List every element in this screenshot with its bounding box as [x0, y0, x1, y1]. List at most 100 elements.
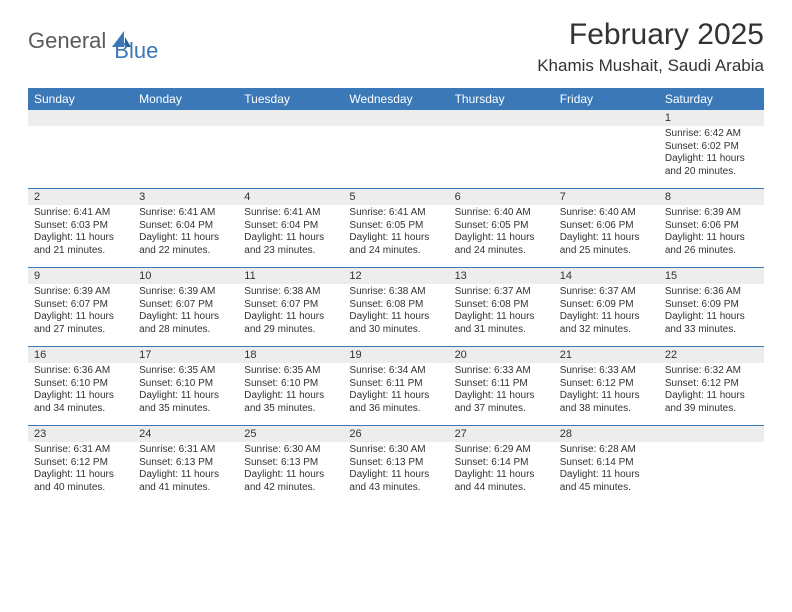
day-number — [343, 110, 448, 126]
daylight-text: Daylight: 11 hours and 40 minutes. — [34, 469, 127, 494]
sunrise-text: Sunrise: 6:39 AM — [665, 207, 758, 220]
day-cell: 15Sunrise: 6:36 AMSunset: 6:09 PMDayligh… — [659, 268, 764, 346]
sunset-text: Sunset: 6:11 PM — [349, 378, 442, 391]
day-cell-body: Sunrise: 6:28 AMSunset: 6:14 PMDaylight:… — [554, 442, 659, 498]
day-number — [554, 110, 659, 126]
sunrise-text: Sunrise: 6:29 AM — [455, 444, 548, 457]
day-cell: 2Sunrise: 6:41 AMSunset: 6:03 PMDaylight… — [28, 189, 133, 267]
daylight-text: Daylight: 11 hours and 36 minutes. — [349, 390, 442, 415]
day-cell-body: Sunrise: 6:41 AMSunset: 6:03 PMDaylight:… — [28, 205, 133, 261]
day-number: 5 — [343, 189, 448, 205]
daylight-text: Daylight: 11 hours and 35 minutes. — [244, 390, 337, 415]
day-cell: 8Sunrise: 6:39 AMSunset: 6:06 PMDaylight… — [659, 189, 764, 267]
day-header-cell: Sunday — [28, 88, 133, 110]
day-cell-body: Sunrise: 6:35 AMSunset: 6:10 PMDaylight:… — [238, 363, 343, 419]
day-cell: 25Sunrise: 6:30 AMSunset: 6:13 PMDayligh… — [238, 426, 343, 504]
day-cell-body: Sunrise: 6:36 AMSunset: 6:10 PMDaylight:… — [28, 363, 133, 419]
day-cell: 19Sunrise: 6:34 AMSunset: 6:11 PMDayligh… — [343, 347, 448, 425]
sunset-text: Sunset: 6:03 PM — [34, 220, 127, 233]
day-cell: 3Sunrise: 6:41 AMSunset: 6:04 PMDaylight… — [133, 189, 238, 267]
day-cell-body: Sunrise: 6:33 AMSunset: 6:11 PMDaylight:… — [449, 363, 554, 419]
day-cell-body — [554, 126, 659, 132]
sunrise-text: Sunrise: 6:31 AM — [34, 444, 127, 457]
daylight-text: Daylight: 11 hours and 25 minutes. — [560, 232, 653, 257]
day-number: 14 — [554, 268, 659, 284]
sunset-text: Sunset: 6:02 PM — [665, 141, 758, 154]
day-header-cell: Saturday — [659, 88, 764, 110]
daylight-text: Daylight: 11 hours and 24 minutes. — [455, 232, 548, 257]
sunset-text: Sunset: 6:11 PM — [455, 378, 548, 391]
day-cell-body — [238, 126, 343, 132]
day-header-cell: Wednesday — [343, 88, 448, 110]
day-cell-body: Sunrise: 6:33 AMSunset: 6:12 PMDaylight:… — [554, 363, 659, 419]
day-cell-body: Sunrise: 6:34 AMSunset: 6:11 PMDaylight:… — [343, 363, 448, 419]
day-number: 9 — [28, 268, 133, 284]
day-cell: 7Sunrise: 6:40 AMSunset: 6:06 PMDaylight… — [554, 189, 659, 267]
sunset-text: Sunset: 6:08 PM — [455, 299, 548, 312]
week-row: 1Sunrise: 6:42 AMSunset: 6:02 PMDaylight… — [28, 110, 764, 188]
day-cell: 26Sunrise: 6:30 AMSunset: 6:13 PMDayligh… — [343, 426, 448, 504]
daylight-text: Daylight: 11 hours and 44 minutes. — [455, 469, 548, 494]
sunrise-text: Sunrise: 6:31 AM — [139, 444, 232, 457]
title-block: February 2025 Khamis Mushait, Saudi Arab… — [537, 18, 764, 76]
day-cell-body: Sunrise: 6:36 AMSunset: 6:09 PMDaylight:… — [659, 284, 764, 340]
day-cell-body — [449, 126, 554, 132]
daylight-text: Daylight: 11 hours and 24 minutes. — [349, 232, 442, 257]
day-number: 28 — [554, 426, 659, 442]
day-cell: 5Sunrise: 6:41 AMSunset: 6:05 PMDaylight… — [343, 189, 448, 267]
logo-text-general: General — [28, 28, 106, 54]
sunrise-text: Sunrise: 6:40 AM — [560, 207, 653, 220]
day-cell-body: Sunrise: 6:35 AMSunset: 6:10 PMDaylight:… — [133, 363, 238, 419]
day-cell: 10Sunrise: 6:39 AMSunset: 6:07 PMDayligh… — [133, 268, 238, 346]
day-number: 7 — [554, 189, 659, 205]
day-cell-body — [659, 442, 764, 448]
day-header-row: SundayMondayTuesdayWednesdayThursdayFrid… — [28, 88, 764, 110]
sunrise-text: Sunrise: 6:28 AM — [560, 444, 653, 457]
sunset-text: Sunset: 6:07 PM — [34, 299, 127, 312]
logo-text-blue: Blue — [114, 38, 158, 64]
daylight-text: Daylight: 11 hours and 33 minutes. — [665, 311, 758, 336]
day-cell: 22Sunrise: 6:32 AMSunset: 6:12 PMDayligh… — [659, 347, 764, 425]
day-number: 1 — [659, 110, 764, 126]
day-cell-body: Sunrise: 6:32 AMSunset: 6:12 PMDaylight:… — [659, 363, 764, 419]
sunrise-text: Sunrise: 6:30 AM — [244, 444, 337, 457]
sunset-text: Sunset: 6:13 PM — [244, 457, 337, 470]
sunrise-text: Sunrise: 6:41 AM — [34, 207, 127, 220]
day-cell — [554, 110, 659, 188]
sunrise-text: Sunrise: 6:41 AM — [244, 207, 337, 220]
day-cell-body: Sunrise: 6:41 AMSunset: 6:04 PMDaylight:… — [238, 205, 343, 261]
sunset-text: Sunset: 6:10 PM — [34, 378, 127, 391]
daylight-text: Daylight: 11 hours and 37 minutes. — [455, 390, 548, 415]
day-cell: 23Sunrise: 6:31 AMSunset: 6:12 PMDayligh… — [28, 426, 133, 504]
daylight-text: Daylight: 11 hours and 26 minutes. — [665, 232, 758, 257]
day-cell-body: Sunrise: 6:39 AMSunset: 6:07 PMDaylight:… — [133, 284, 238, 340]
daylight-text: Daylight: 11 hours and 41 minutes. — [139, 469, 232, 494]
day-cell — [449, 110, 554, 188]
day-cell: 13Sunrise: 6:37 AMSunset: 6:08 PMDayligh… — [449, 268, 554, 346]
sunrise-text: Sunrise: 6:32 AM — [665, 365, 758, 378]
daylight-text: Daylight: 11 hours and 38 minutes. — [560, 390, 653, 415]
day-cell-body — [343, 126, 448, 132]
sunrise-text: Sunrise: 6:41 AM — [139, 207, 232, 220]
sunrise-text: Sunrise: 6:35 AM — [139, 365, 232, 378]
sunset-text: Sunset: 6:12 PM — [34, 457, 127, 470]
day-number — [133, 110, 238, 126]
day-cell — [659, 426, 764, 504]
sunrise-text: Sunrise: 6:36 AM — [34, 365, 127, 378]
sunset-text: Sunset: 6:10 PM — [139, 378, 232, 391]
day-number: 26 — [343, 426, 448, 442]
sunrise-text: Sunrise: 6:39 AM — [139, 286, 232, 299]
sunset-text: Sunset: 6:13 PM — [349, 457, 442, 470]
daylight-text: Daylight: 11 hours and 28 minutes. — [139, 311, 232, 336]
day-cell: 20Sunrise: 6:33 AMSunset: 6:11 PMDayligh… — [449, 347, 554, 425]
sunset-text: Sunset: 6:05 PM — [349, 220, 442, 233]
day-number: 11 — [238, 268, 343, 284]
day-cell-body: Sunrise: 6:41 AMSunset: 6:04 PMDaylight:… — [133, 205, 238, 261]
sunset-text: Sunset: 6:08 PM — [349, 299, 442, 312]
day-number: 22 — [659, 347, 764, 363]
day-cell-body: Sunrise: 6:40 AMSunset: 6:05 PMDaylight:… — [449, 205, 554, 261]
day-cell — [343, 110, 448, 188]
day-cell: 4Sunrise: 6:41 AMSunset: 6:04 PMDaylight… — [238, 189, 343, 267]
sunrise-text: Sunrise: 6:36 AM — [665, 286, 758, 299]
day-cell-body: Sunrise: 6:40 AMSunset: 6:06 PMDaylight:… — [554, 205, 659, 261]
